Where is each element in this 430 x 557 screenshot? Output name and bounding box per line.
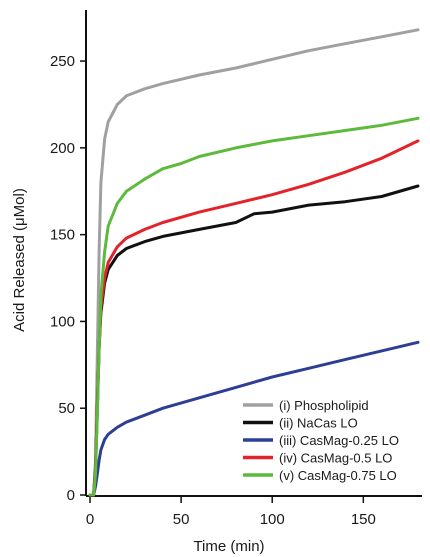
y-tick-label: 150 [50,227,75,244]
y-axis-title: Acid Released (μMol) [11,188,28,332]
series-line [88,116,420,497]
y-tick-label: 200 [50,140,75,157]
plot-series [88,28,420,497]
x-axis-title: Time (min) [193,538,264,555]
y-tick-label: 50 [58,400,75,417]
legend-label: (i) Phospholipid [279,398,369,413]
legend-label: (v) CasMag-0.75 LO [279,468,397,483]
x-tick-label: 150 [351,511,376,528]
series-line [88,340,420,497]
x-ticks: 0 50 100 150 [86,496,376,528]
series-line [88,28,420,497]
axes [85,10,422,497]
x-tick-label: 0 [86,511,94,528]
y-tick-label: 100 [50,313,75,330]
legend: (i) Phospholipid (ii) NaCas LO (iii) CasMa… [243,398,399,483]
y-ticks: 0 50 100 150 200 250 [50,53,86,504]
y-tick-label: 250 [50,53,75,70]
legend-label: (iv) CasMag-0.5 LO [279,451,392,466]
legend-label: (ii) NaCas LO [279,416,358,431]
legend-label: (iii) CasMag-0.25 LO [279,433,399,448]
x-tick-label: 100 [260,511,285,528]
y-tick-label: 0 [67,487,75,504]
x-tick-label: 50 [173,511,190,528]
